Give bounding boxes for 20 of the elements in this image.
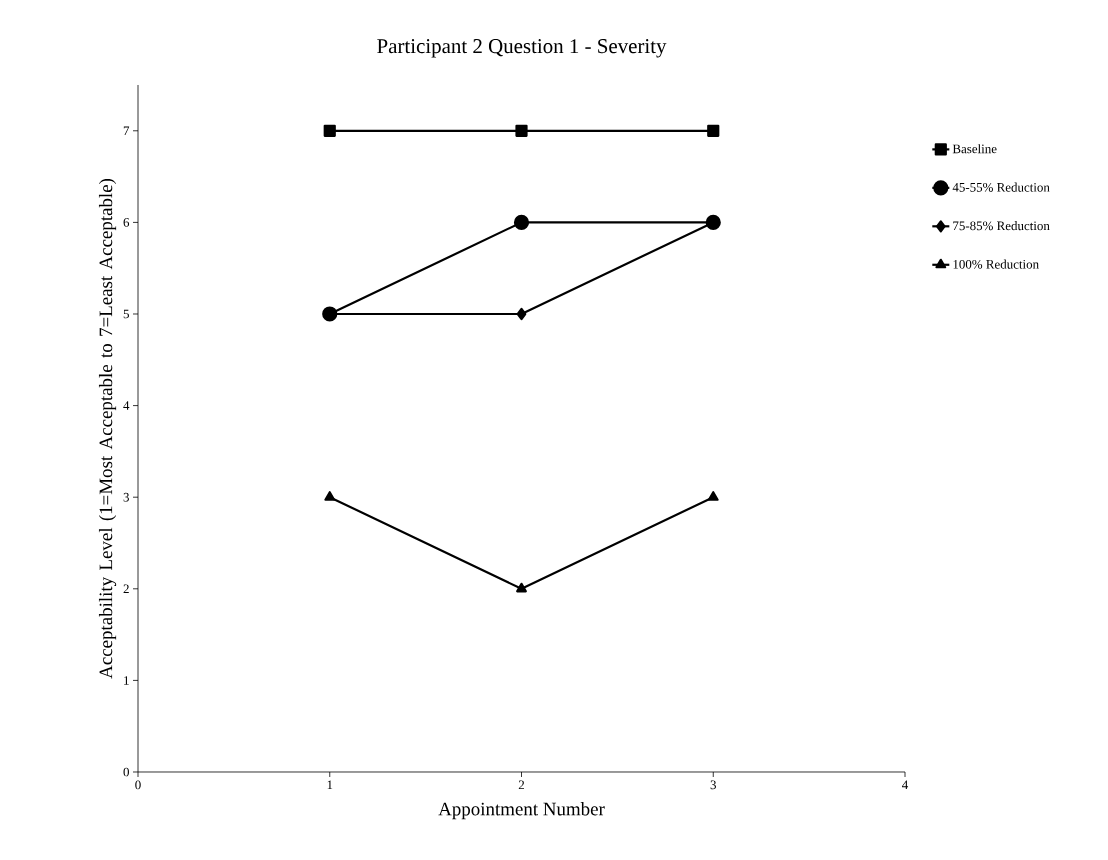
- x-tick-label: 0: [135, 780, 141, 790]
- y-tick-label: 5: [123, 309, 129, 319]
- y-axis-title: Acceptability Level (1=Most Acceptable to 7=Least Acceptable): [98, 178, 117, 679]
- legend-label: 75-85% Reduction: [953, 221, 1050, 231]
- x-tick-label: 2: [518, 780, 525, 790]
- y-tick-label: 4: [123, 401, 130, 410]
- x-tick-label: 4: [902, 780, 909, 790]
- legend-label: Baseline: [952, 144, 997, 154]
- x-axis-title: Appointment Number: [438, 802, 605, 820]
- legend-label: 45-55% Reduction: [952, 182, 1050, 192]
- legend-label: 100% Reduction: [953, 259, 1039, 269]
- y-tick-label: 7: [123, 126, 130, 136]
- y-tick-label: 1: [124, 676, 129, 685]
- x-tick-label: 1: [327, 780, 333, 790]
- y-tick-label: 6: [123, 218, 130, 227]
- chart-title: Participant 2 Question 1 - Severity: [377, 39, 667, 58]
- x-tick-label: 3: [710, 780, 716, 790]
- y-tick-label: 2: [123, 584, 129, 594]
- y-tick-label: 3: [123, 492, 129, 502]
- y-tick-label: 0: [123, 767, 129, 777]
